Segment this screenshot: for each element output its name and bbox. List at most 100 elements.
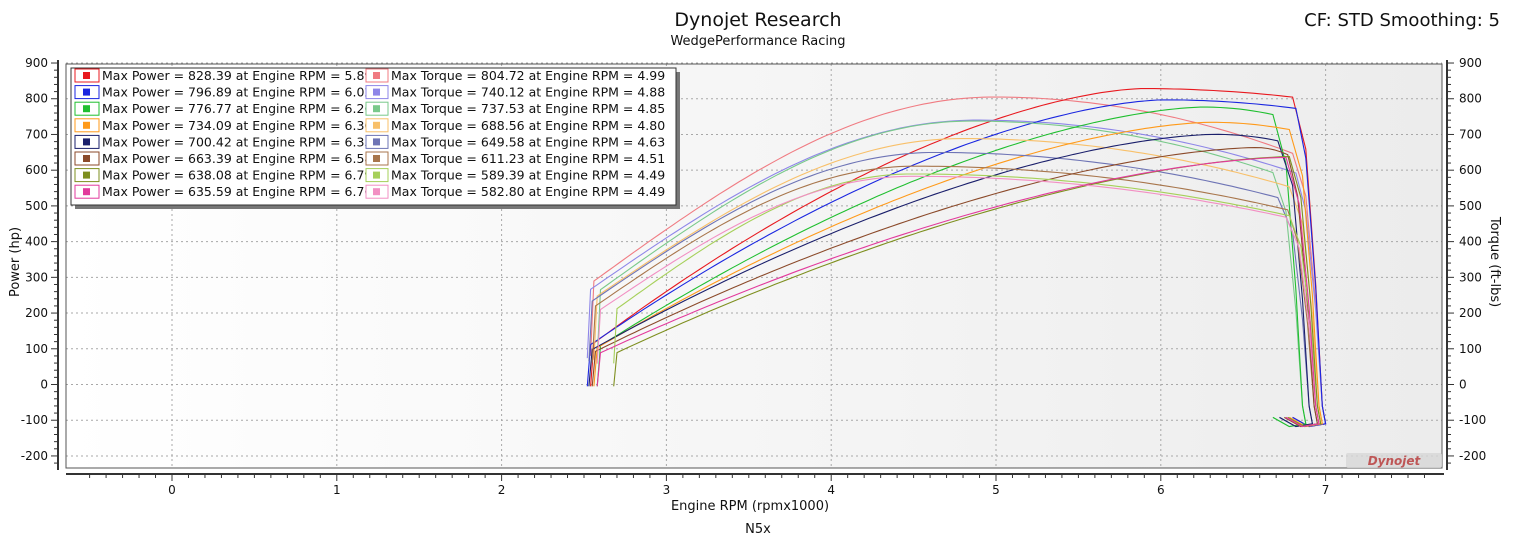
y-tick-label: 300 <box>25 270 48 284</box>
correction-factor-label: CF: STD Smoothing: 5 <box>1304 10 1500 31</box>
legend: Max Power = 828.39 at Engine RPM = 5.89 M… <box>70 67 680 209</box>
y2-tick-label: -200 <box>1459 449 1486 463</box>
legend-row: Max Power = 663.39 at Engine RPM = 6.58 M… <box>74 151 665 166</box>
y2-tick-label: 100 <box>1459 342 1482 356</box>
y2-tick-label: 300 <box>1459 270 1482 284</box>
y-axis-label: Power (hp) <box>8 227 23 297</box>
legend-row: Max Power = 776.77 at Engine RPM = 6.26 M… <box>74 101 665 116</box>
y-tick-label: 900 <box>25 56 48 70</box>
footer-label: N5x <box>745 522 771 537</box>
x-tick-label: 0 <box>168 483 176 497</box>
y2-tick-group: 900 800 700 600 500 400 300 200 100 0 -100 -200 <box>1447 56 1486 464</box>
legend-swatch <box>83 105 90 113</box>
legend-swatch <box>83 72 90 79</box>
y2-tick-label: 500 <box>1459 199 1482 213</box>
power-curve <box>586 99 1327 428</box>
power-curve <box>593 121 1323 428</box>
x-tick-label: 2 <box>498 483 506 497</box>
legend-swatch <box>83 88 90 96</box>
x-tick-label: 5 <box>992 483 1000 497</box>
legend-row: Max Power = 635.59 at Engine RPM = 6.76 M… <box>74 184 665 199</box>
y-tick-label: 700 <box>25 127 48 141</box>
legend-torque-label: Max Torque = 649.58 at Engine RPM = 4.63 <box>391 134 665 149</box>
y-tick-label: 600 <box>25 163 48 177</box>
chart-title: Dynojet Research <box>674 9 841 31</box>
power-curve <box>596 106 1307 428</box>
legend-swatch <box>83 171 90 179</box>
y-tick-label: -200 <box>21 449 48 463</box>
y-tick-label: 200 <box>25 306 48 320</box>
y2-tick-label: 700 <box>1459 127 1482 141</box>
legend-row: Max Power = 734.09 at Engine RPM = 6.30 M… <box>74 118 665 133</box>
power-curve <box>591 147 1319 428</box>
legend-swatch <box>83 121 90 129</box>
legend-power-label: Max Power = 828.39 at Engine RPM = 5.89 <box>102 68 372 83</box>
torque-curve <box>613 173 1322 428</box>
legend-swatch <box>373 121 380 129</box>
y2-tick-label: 900 <box>1459 56 1482 70</box>
x-tick-label: 4 <box>827 483 835 497</box>
legend-rows: Max Power = 828.39 at Engine RPM = 5.89 M… <box>74 68 665 199</box>
legend-torque-label: Max Torque = 804.72 at Engine RPM = 4.99 <box>391 68 665 83</box>
plot-border <box>65 63 1443 469</box>
y2-tick-label: 800 <box>1459 92 1482 106</box>
legend-swatch <box>373 188 380 196</box>
legend-swatch <box>373 72 380 79</box>
y2-axis-label: Torque (ft-lbs) <box>1487 216 1502 307</box>
legend-swatch <box>373 171 380 179</box>
legend-swatch <box>83 155 90 162</box>
torque-curve <box>596 175 1320 428</box>
torque-curve <box>588 151 1314 428</box>
y2-tick-label: 0 <box>1459 378 1467 392</box>
y-tick-label: 800 <box>25 92 48 106</box>
legend-row: Max Power = 638.08 at Engine RPM = 6.79 M… <box>74 168 665 183</box>
legend-swatch <box>83 138 90 146</box>
legend-power-label: Max Power = 638.08 at Engine RPM = 6.79 <box>102 168 372 183</box>
power-curve <box>590 88 1327 428</box>
x-tick-label: 6 <box>1157 483 1165 497</box>
legend-row: Max Power = 700.42 at Engine RPM = 6.33 M… <box>74 134 665 149</box>
y2-tick-label: 400 <box>1459 235 1482 249</box>
watermark-logo: Dynojet <box>1368 454 1422 468</box>
legend-torque-label: Max Torque = 582.80 at Engine RPM = 4.49 <box>391 184 665 199</box>
legend-row: Max Power = 796.89 at Engine RPM = 6.02 M… <box>74 85 665 100</box>
y-tick-label: 100 <box>25 342 48 356</box>
torque-curve <box>591 165 1319 428</box>
legend-torque-label: Max Torque = 589.39 at Engine RPM = 4.49 <box>391 168 665 183</box>
y-tick-label: 0 <box>40 378 48 392</box>
watermark: Dynojet <box>1346 453 1442 468</box>
curve-group <box>586 88 1327 428</box>
y-tick-label: 400 <box>25 235 48 249</box>
y2-tick-label: 200 <box>1459 306 1482 320</box>
y-tick-label: -100 <box>21 413 48 427</box>
legend-power-label: Max Power = 776.77 at Engine RPM = 6.26 <box>102 101 372 116</box>
torque-curve <box>590 96 1327 428</box>
torque-curve <box>586 119 1327 428</box>
legend-power-label: Max Power = 700.42 at Engine RPM = 6.33 <box>102 134 372 149</box>
legend-torque-label: Max Torque = 737.53 at Engine RPM = 4.85 <box>391 101 665 116</box>
legend-swatch <box>373 88 380 96</box>
legend-torque-label: Max Torque = 740.12 at Engine RPM = 4.88 <box>391 85 665 100</box>
legend-power-label: Max Power = 796.89 at Engine RPM = 6.02 <box>102 85 372 100</box>
legend-power-label: Max Power = 734.09 at Engine RPM = 6.30 <box>102 118 372 133</box>
legend-row: Max Power = 828.39 at Engine RPM = 5.89 M… <box>74 68 665 83</box>
x-tick-group: 0 1 2 3 4 5 6 7 <box>89 474 1425 497</box>
x-tick-label: 7 <box>1322 483 1330 497</box>
torque-curve <box>596 120 1307 428</box>
legend-swatch <box>373 155 380 162</box>
chart-subtitle: WedgePerformance Racing <box>670 34 845 49</box>
power-curve <box>588 133 1314 428</box>
torque-curve <box>593 138 1323 428</box>
legend-power-label: Max Power = 635.59 at Engine RPM = 6.76 <box>102 184 372 199</box>
power-curve <box>596 156 1320 428</box>
legend-swatch <box>83 188 90 196</box>
y-tick-group: 900 800 700 600 500 400 300 200 100 0 -100 -200 <box>21 56 58 464</box>
x-axis-label: Engine RPM (rpmx1000) <box>671 499 829 514</box>
legend-swatch <box>373 138 380 146</box>
legend-swatch <box>373 105 380 113</box>
y2-tick-label: 600 <box>1459 163 1482 177</box>
y2-tick-label: -100 <box>1459 413 1486 427</box>
y-tick-label: 500 <box>25 199 48 213</box>
x-tick-label: 1 <box>333 483 341 497</box>
